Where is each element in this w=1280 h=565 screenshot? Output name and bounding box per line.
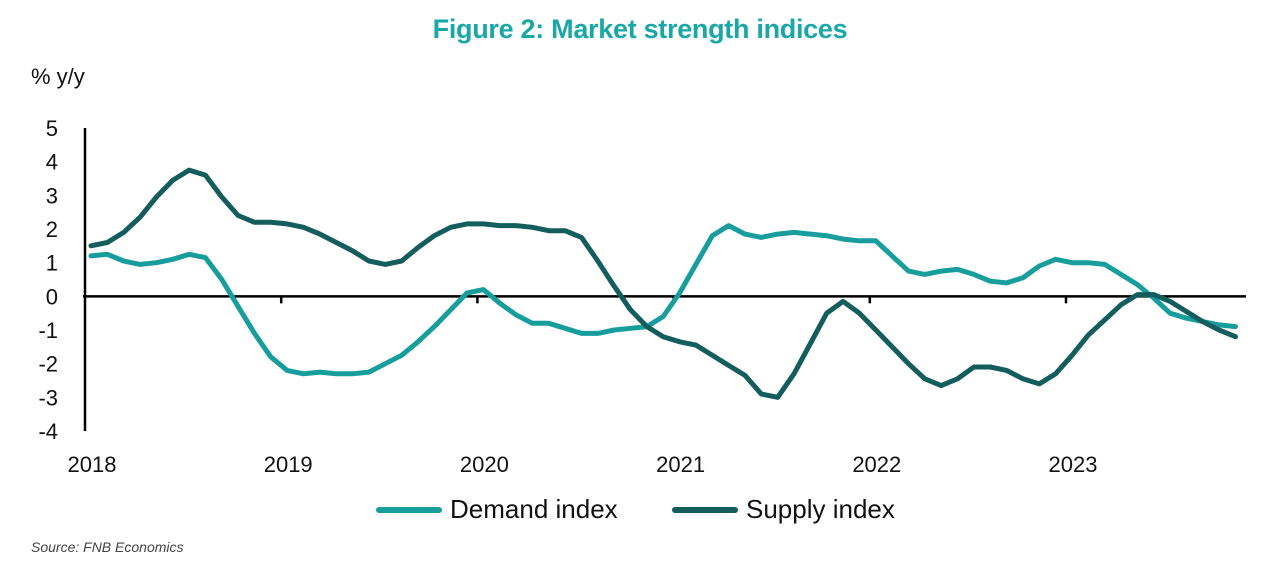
y-tick-label: 4 <box>46 150 58 175</box>
legend-item-demand: Demand index <box>376 494 618 525</box>
legend-swatch-demand <box>376 506 442 513</box>
y-tick-label: -1 <box>38 318 58 343</box>
y-tick-label: 5 <box>46 116 58 141</box>
x-tick-label: 2018 <box>68 452 117 477</box>
y-tick-label: 0 <box>46 284 58 309</box>
x-tick-label: 2020 <box>460 452 509 477</box>
x-tick-label: 2019 <box>264 452 313 477</box>
source-note: Source: FNB Economics <box>31 539 184 555</box>
x-axis-ticks: 2018 2019 2020 2021 2022 2023 <box>68 296 1098 477</box>
y-tick-label: -3 <box>38 385 58 410</box>
supply-index-line <box>88 167 1238 400</box>
y-tick-label: 3 <box>46 183 58 208</box>
legend-swatch-supply <box>672 506 738 513</box>
y-tick-label: 1 <box>46 251 58 276</box>
y-axis-unit-label: % y/y <box>31 64 85 89</box>
legend: Demand index Supply index <box>0 494 1280 534</box>
x-tick-label: 2021 <box>656 452 705 477</box>
y-tick-label: -2 <box>38 352 58 377</box>
chart-title: Figure 2: Market strength indices <box>432 14 848 44</box>
x-tick-label: 2023 <box>1049 452 1098 477</box>
x-tick-label: 2022 <box>852 452 901 477</box>
y-tick-label: -4 <box>38 419 58 444</box>
demand-index-line <box>88 223 1238 377</box>
y-tick-label: 2 <box>46 217 58 242</box>
legend-label-demand: Demand index <box>450 494 618 524</box>
y-axis-ticks: 5 4 3 2 1 0 -1 -2 -3 -4 <box>38 116 58 444</box>
legend-item-supply: Supply index <box>672 494 895 525</box>
legend-label-supply: Supply index <box>746 494 895 524</box>
